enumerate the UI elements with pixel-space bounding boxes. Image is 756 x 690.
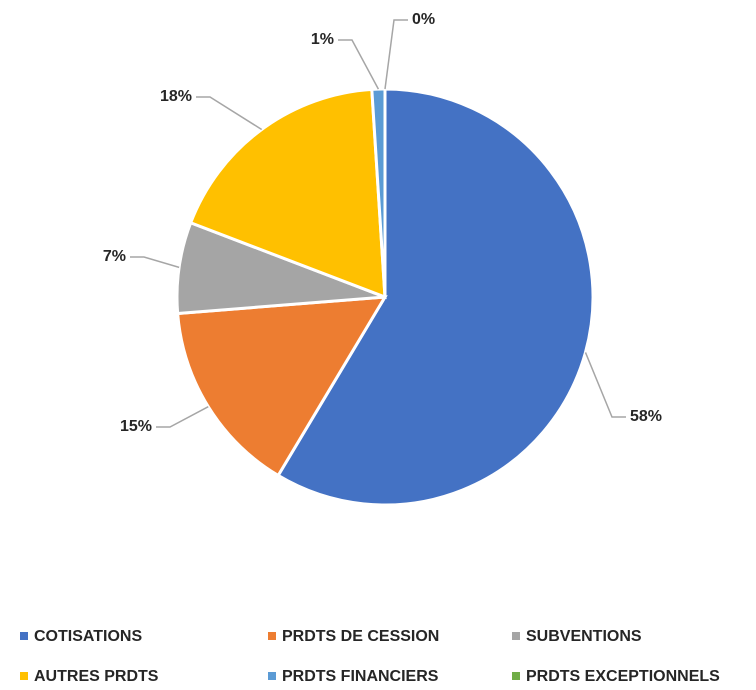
legend-label: PRDTS DE CESSION <box>282 628 439 645</box>
data-label: 58% <box>630 408 662 425</box>
legend-swatch <box>268 632 276 640</box>
pie-slice <box>176 295 388 478</box>
legend-swatch <box>20 632 28 640</box>
legend-swatch <box>512 632 520 640</box>
leader-line <box>156 406 209 428</box>
data-label: 7% <box>103 248 126 265</box>
leader-line <box>130 256 180 269</box>
legend-swatch <box>20 672 28 680</box>
pie-slice <box>276 87 595 507</box>
leader-line <box>584 352 626 418</box>
legend-label: SUBVENTIONS <box>526 628 642 645</box>
legend-label: AUTRES PRDTS <box>34 668 159 685</box>
data-label: 1% <box>311 31 334 48</box>
data-label: 15% <box>120 418 152 435</box>
legend-label: PRDTS EXCEPTIONNELS <box>526 668 720 685</box>
leader-line <box>338 39 380 90</box>
legend-swatch <box>268 672 276 680</box>
leader-line <box>384 19 408 90</box>
legend-swatch <box>512 672 520 680</box>
legend-label: PRDTS FINANCIERS <box>282 668 439 685</box>
leader-line <box>196 96 263 131</box>
data-label: 0% <box>412 11 435 28</box>
data-label: 18% <box>160 88 192 105</box>
legend-label: COTISATIONS <box>34 628 142 645</box>
